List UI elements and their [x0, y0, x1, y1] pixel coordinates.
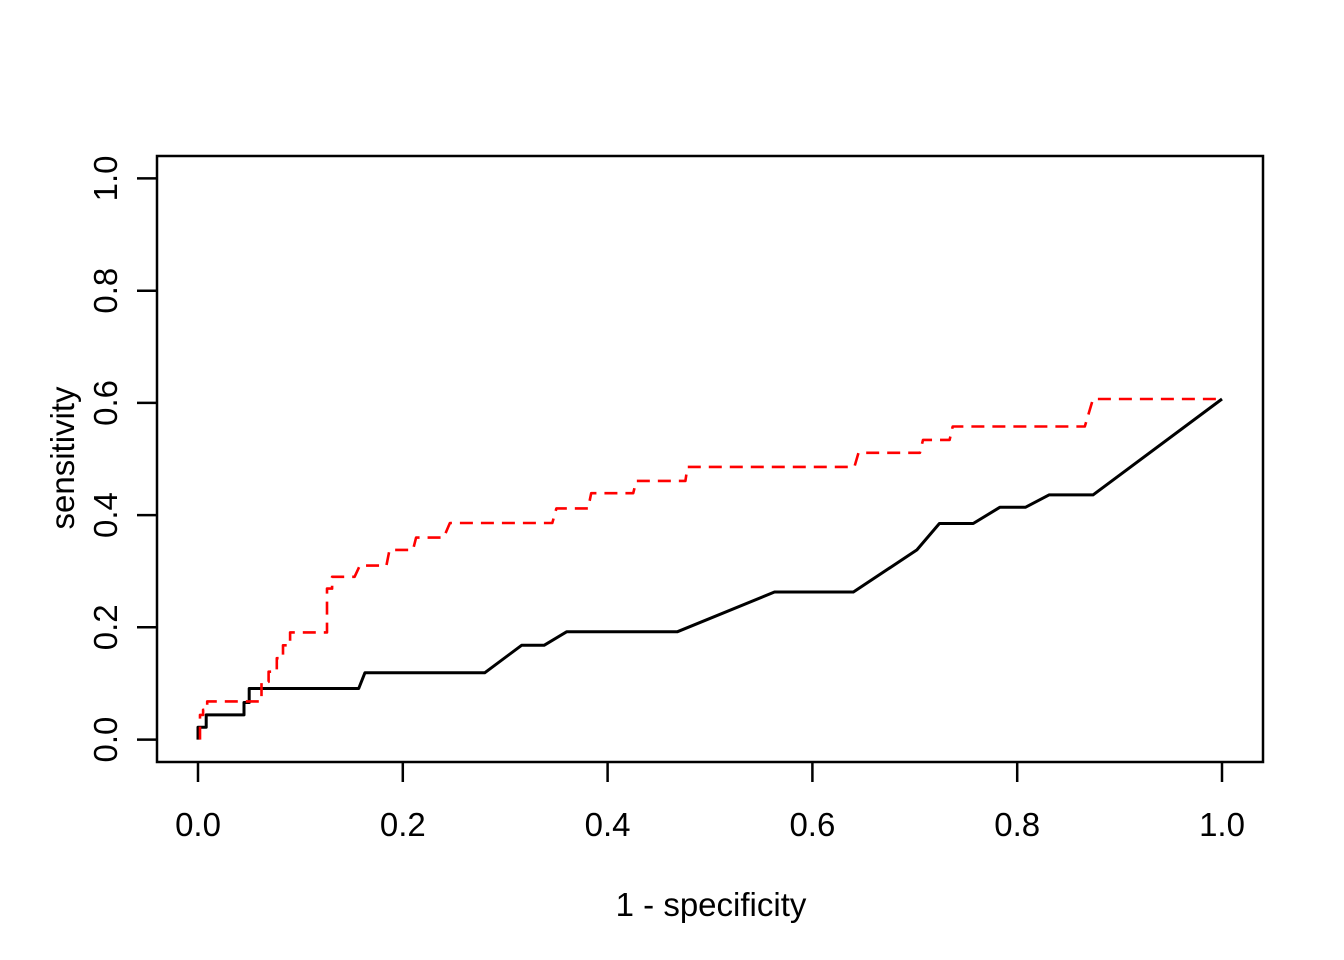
roc-curve-solid-black — [196, 397, 1223, 740]
x-tick-label: 1.0 — [1199, 806, 1245, 843]
x-tick-label: 0.8 — [994, 806, 1040, 843]
x-tick-label: 0.6 — [789, 806, 835, 843]
x-tick-label: 0.4 — [585, 806, 631, 843]
y-tick-label: 0.4 — [87, 492, 124, 538]
y-tick-label: 0.6 — [87, 380, 124, 426]
y-tick-label: 0.2 — [87, 604, 124, 650]
series-group — [196, 397, 1223, 740]
y-axis: 0.0 0.2 0.4 0.6 0.8 1.0 — [87, 155, 157, 763]
y-tick-label: 0.0 — [87, 717, 124, 763]
y-tick-label: 1.0 — [87, 155, 124, 201]
y-axis-title: sensitivity — [44, 386, 81, 530]
x-axis: 0.0 0.2 0.4 0.6 0.8 1.0 — [175, 762, 1245, 843]
x-tick-label: 0.2 — [380, 806, 426, 843]
x-axis-title: 1 - specificity — [616, 886, 807, 923]
plot-box — [155, 154, 1265, 764]
roc-curve-dashed-red — [198, 397, 1222, 740]
y-tick-label: 0.8 — [87, 268, 124, 314]
x-tick-label: 0.0 — [175, 806, 221, 843]
